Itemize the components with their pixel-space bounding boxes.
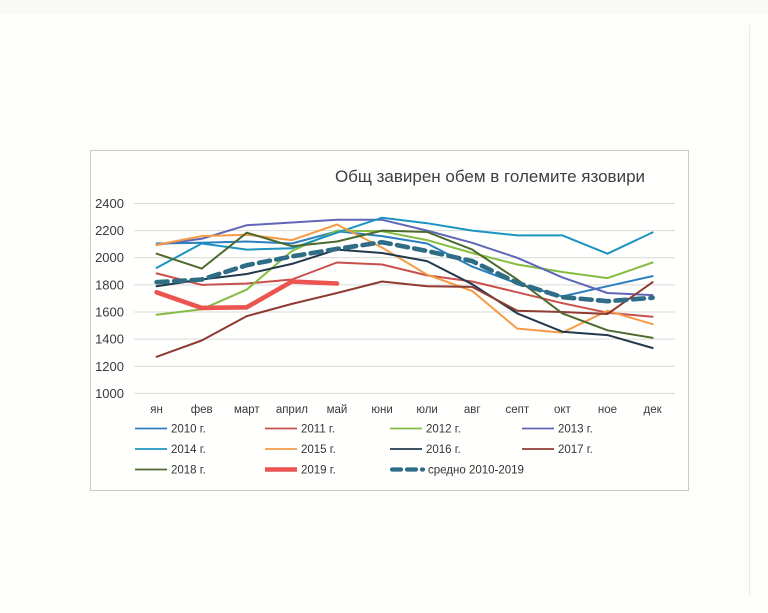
svg-text:2019 г.: 2019 г.	[301, 465, 336, 477]
svg-text:1000: 1000	[95, 386, 124, 401]
svg-text:2015 г.: 2015 г.	[301, 444, 336, 456]
svg-text:авг: авг	[464, 404, 481, 416]
svg-text:2012 г.: 2012 г.	[426, 424, 461, 436]
svg-text:окт: окт	[554, 404, 572, 416]
svg-text:Общ завирен обем в големите яз: Общ завирен обем в големите язовири	[335, 167, 645, 186]
svg-text:1800: 1800	[95, 278, 124, 293]
svg-text:дек: дек	[644, 404, 663, 416]
svg-text:1600: 1600	[95, 305, 124, 320]
svg-text:2010 г.: 2010 г.	[171, 424, 206, 436]
svg-text:2018 г.: 2018 г.	[171, 465, 206, 477]
svg-text:1200: 1200	[95, 359, 124, 374]
svg-text:фев: фев	[191, 404, 213, 416]
svg-text:март: март	[234, 404, 260, 416]
svg-text:април: април	[276, 404, 308, 416]
svg-text:2000: 2000	[95, 250, 124, 265]
svg-text:2013 г.: 2013 г.	[558, 424, 593, 436]
svg-text:2011 г.: 2011 г.	[301, 424, 335, 436]
svg-text:юли: юли	[416, 404, 438, 416]
svg-text:ян: ян	[150, 404, 163, 416]
svg-text:2016 г.: 2016 г.	[426, 444, 461, 456]
svg-text:ное: ное	[598, 404, 617, 416]
svg-text:2200: 2200	[95, 223, 124, 238]
svg-text:1400: 1400	[95, 332, 124, 347]
svg-text:2017 г.: 2017 г.	[558, 444, 593, 456]
svg-text:средно 2010-2019: средно 2010-2019	[428, 465, 524, 477]
svg-text:юни: юни	[371, 404, 392, 416]
svg-text:2400: 2400	[95, 196, 124, 211]
svg-text:2014 г.: 2014 г.	[171, 444, 206, 456]
svg-text:септ: септ	[505, 404, 529, 416]
svg-text:май: май	[327, 404, 348, 416]
